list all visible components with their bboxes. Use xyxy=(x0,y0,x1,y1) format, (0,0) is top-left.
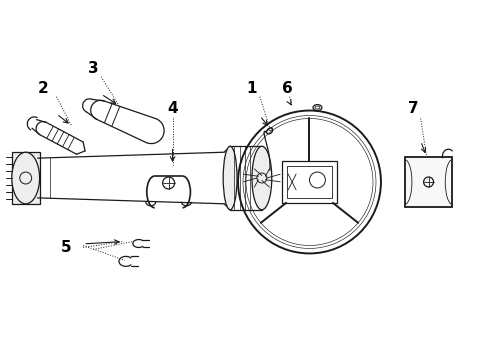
Bar xyxy=(287,166,332,198)
Text: 3: 3 xyxy=(88,61,98,76)
Text: 2: 2 xyxy=(38,81,49,96)
Text: 5: 5 xyxy=(61,240,72,255)
Ellipse shape xyxy=(223,146,237,210)
Text: 1: 1 xyxy=(246,81,257,96)
Text: 4: 4 xyxy=(167,101,178,116)
Text: 6: 6 xyxy=(282,81,293,96)
Ellipse shape xyxy=(12,152,40,204)
Bar xyxy=(12,152,40,204)
Ellipse shape xyxy=(252,146,272,210)
Bar xyxy=(282,161,337,203)
Bar xyxy=(405,157,452,207)
Text: 7: 7 xyxy=(408,101,419,116)
